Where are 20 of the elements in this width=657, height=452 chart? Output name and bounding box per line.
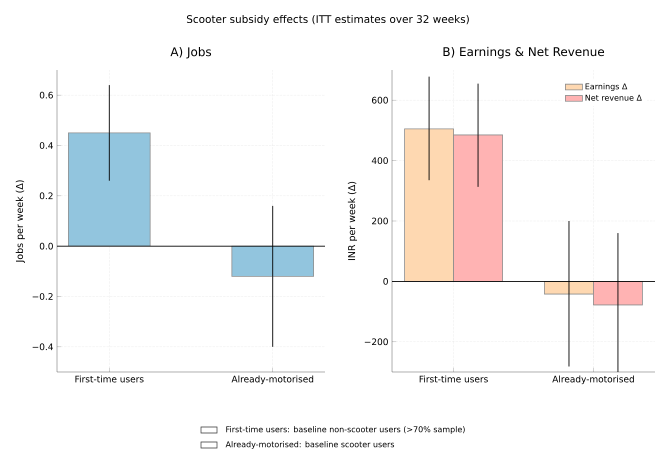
y-tick-label: 400 — [372, 157, 388, 164]
text: Scooter subsidy effects (ITT estimates over 32 weeks) — [186, 14, 469, 25]
chart-title: A) Jobs — [170, 46, 212, 58]
x-tick-label: First-time users — [75, 375, 144, 382]
y-tick-label: −0.2 — [32, 293, 53, 300]
y-tick-label: −0.4 — [32, 343, 53, 350]
y-tick-label: 0.2 — [40, 192, 53, 200]
y-axis-title: INR per week (Δ) — [348, 182, 358, 260]
y-tick-label: 0.0 — [40, 242, 53, 250]
chart-title: B) Earnings & Net Revenue — [444, 46, 604, 58]
y-tick-label: 0.4 — [40, 142, 53, 149]
y-tick-label: 600 — [372, 96, 388, 104]
y-tick-label: −200 — [364, 338, 388, 346]
x-tick-label: Already-motorised — [552, 375, 634, 384]
y-tick-label: 200 — [372, 218, 388, 224]
y-axis-title: Jobs per week (Δ) — [16, 180, 25, 263]
y-tick-label: 0 — [383, 278, 388, 285]
x-tick-label: Already-motorised — [232, 375, 314, 384]
x-tick-label: First-time users — [420, 375, 488, 382]
y-tick-label: 0.6 — [40, 92, 53, 98]
